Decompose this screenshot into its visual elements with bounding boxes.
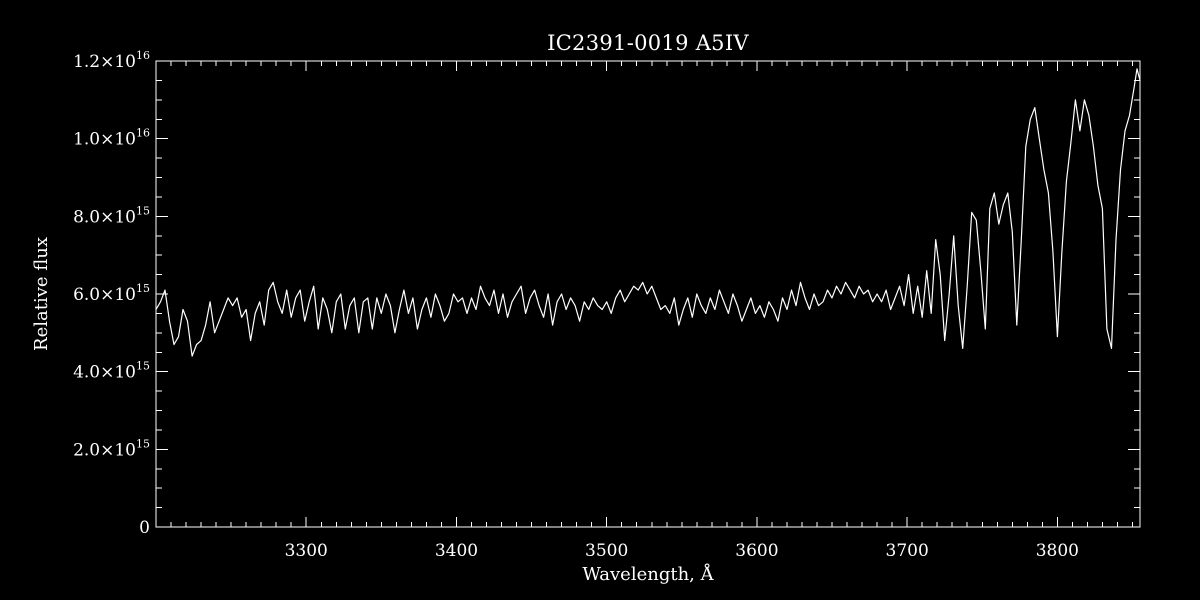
y-axis-label: Relative flux	[31, 237, 52, 351]
y-axis-tick-labels: 0 2.0×1015 4.0×1015 6.0×1015 8.0×1015 1.0×101…	[73, 49, 150, 538]
y-tick-label: 0	[139, 518, 150, 538]
y-tick-label: 8.0×1015	[73, 204, 150, 227]
x-axis-tick-labels: 3300 3400 3500 3600 3700 3800	[285, 541, 1079, 561]
x-tick-label: 3600	[735, 541, 778, 561]
y-tick-label: 1.0×1016	[73, 127, 150, 150]
x-tick-label: 3700	[886, 541, 929, 561]
y-tick-label: 6.0×1015	[73, 282, 150, 305]
x-tick-label: 3500	[585, 541, 628, 561]
x-tick-label: 3800	[1036, 541, 1079, 561]
y-tick-label: 1.2×1016	[73, 49, 150, 72]
y-tick-label: 4.0×1015	[73, 360, 150, 383]
chart-title: IC2391-0019 A5IV	[547, 31, 749, 55]
axis-ticks	[155, 60, 1140, 528]
series-line-spectrum	[155, 68, 1141, 357]
x-tick-label: 3300	[285, 541, 328, 561]
x-tick-label: 3400	[435, 541, 478, 561]
y-tick-label: 2.0×1015	[73, 437, 150, 460]
x-axis-label: Wavelength, Å	[582, 563, 714, 585]
plot-frame	[155, 60, 1141, 528]
